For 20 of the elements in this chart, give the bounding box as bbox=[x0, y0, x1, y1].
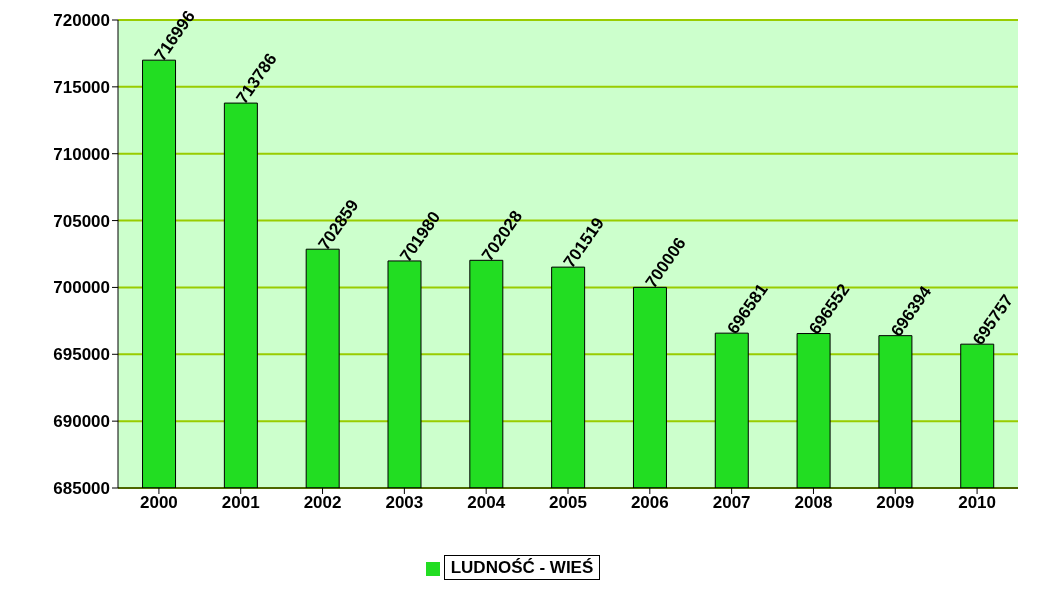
x-tick-label: 2004 bbox=[467, 493, 506, 513]
x-tick-label: 2007 bbox=[712, 493, 751, 513]
y-tick-label: 715000 bbox=[53, 77, 110, 97]
y-tick-label: 700000 bbox=[53, 278, 110, 298]
y-tick-label: 705000 bbox=[53, 211, 110, 231]
y-tick-label: 695000 bbox=[53, 345, 110, 365]
y-tick-label: 720000 bbox=[53, 11, 110, 31]
y-tick-label: 690000 bbox=[53, 412, 110, 432]
x-tick-label: 2008 bbox=[794, 493, 833, 513]
x-tick-label: 2009 bbox=[876, 493, 915, 513]
y-tick-label: 685000 bbox=[53, 479, 110, 499]
y-tick-label: 710000 bbox=[53, 144, 110, 164]
x-tick-label: 2002 bbox=[303, 493, 342, 513]
x-tick-label: 2000 bbox=[140, 493, 178, 513]
x-tick-label: 2005 bbox=[549, 493, 587, 513]
x-tick-label: 2001 bbox=[221, 493, 260, 513]
x-tick-label: 2003 bbox=[385, 493, 424, 513]
x-tick-label: 2006 bbox=[630, 493, 669, 513]
legend-label: LUDNOŚĆ - WIEŚ bbox=[443, 555, 601, 580]
x-tick-label: 2010 bbox=[958, 493, 996, 513]
